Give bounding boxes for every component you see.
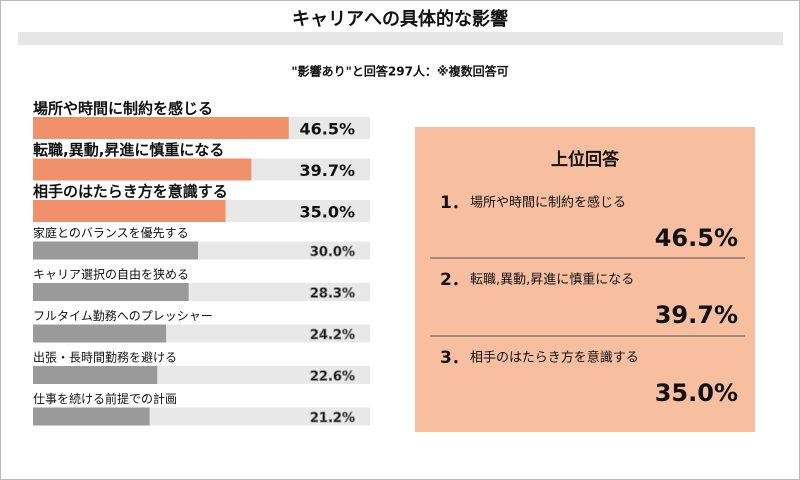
bar (33, 366, 158, 384)
value-label: 21.2% (310, 411, 355, 426)
bar (33, 283, 189, 301)
panel-value: 39.7% (655, 301, 738, 329)
bar (33, 407, 150, 426)
subtitle: "影響あり"と回答297人：※複数回答可 (291, 64, 508, 79)
chart-title: キャリアへの具体的な影響 (292, 8, 508, 30)
top-panel (415, 127, 755, 432)
bar (33, 241, 198, 260)
value-label: 28.3% (310, 287, 355, 302)
panel-item: 場所や時間に制約を感じる (470, 195, 626, 211)
value-label: 24.2% (310, 328, 355, 343)
panel-item: 相手のはたらき方を意識する (470, 350, 639, 366)
panel-rank: 2． (440, 270, 469, 290)
value-label: 46.5% (299, 120, 355, 139)
category-label: 仕事を続ける前提での計画 (33, 391, 177, 406)
bar (33, 158, 252, 181)
category-label: 転職,異動,昇進に慎重になる (33, 141, 224, 159)
panel-rank: 1． (440, 193, 469, 213)
category-label: 場所や時間に制約を感じる (33, 100, 213, 118)
panel-item: 転職,異動,昇進に慎重になる (470, 272, 634, 288)
category-label: フルタイム勤務へのプレッシャー (33, 309, 213, 323)
bar (33, 200, 226, 222)
category-label: 出張・長時間勤務を避ける (33, 351, 177, 365)
value-label: 22.6% (310, 370, 355, 385)
value-label: 39.7% (299, 161, 355, 180)
category-label: キャリア選択の自由を狭める (33, 268, 189, 282)
value-label: 30.0% (310, 245, 355, 260)
panel-title: 上位回答 (551, 149, 620, 170)
category-label: 家庭とのバランスを優先する (33, 225, 189, 240)
value-label: 35.0% (299, 203, 355, 222)
bar (33, 117, 289, 139)
panel-value: 46.5% (655, 224, 738, 252)
bar (33, 324, 167, 343)
title-band (18, 32, 783, 45)
category-label: 相手のはたらき方を意識する (33, 183, 228, 201)
panel-value: 35.0% (655, 379, 738, 407)
panel-rank: 3． (440, 348, 469, 368)
